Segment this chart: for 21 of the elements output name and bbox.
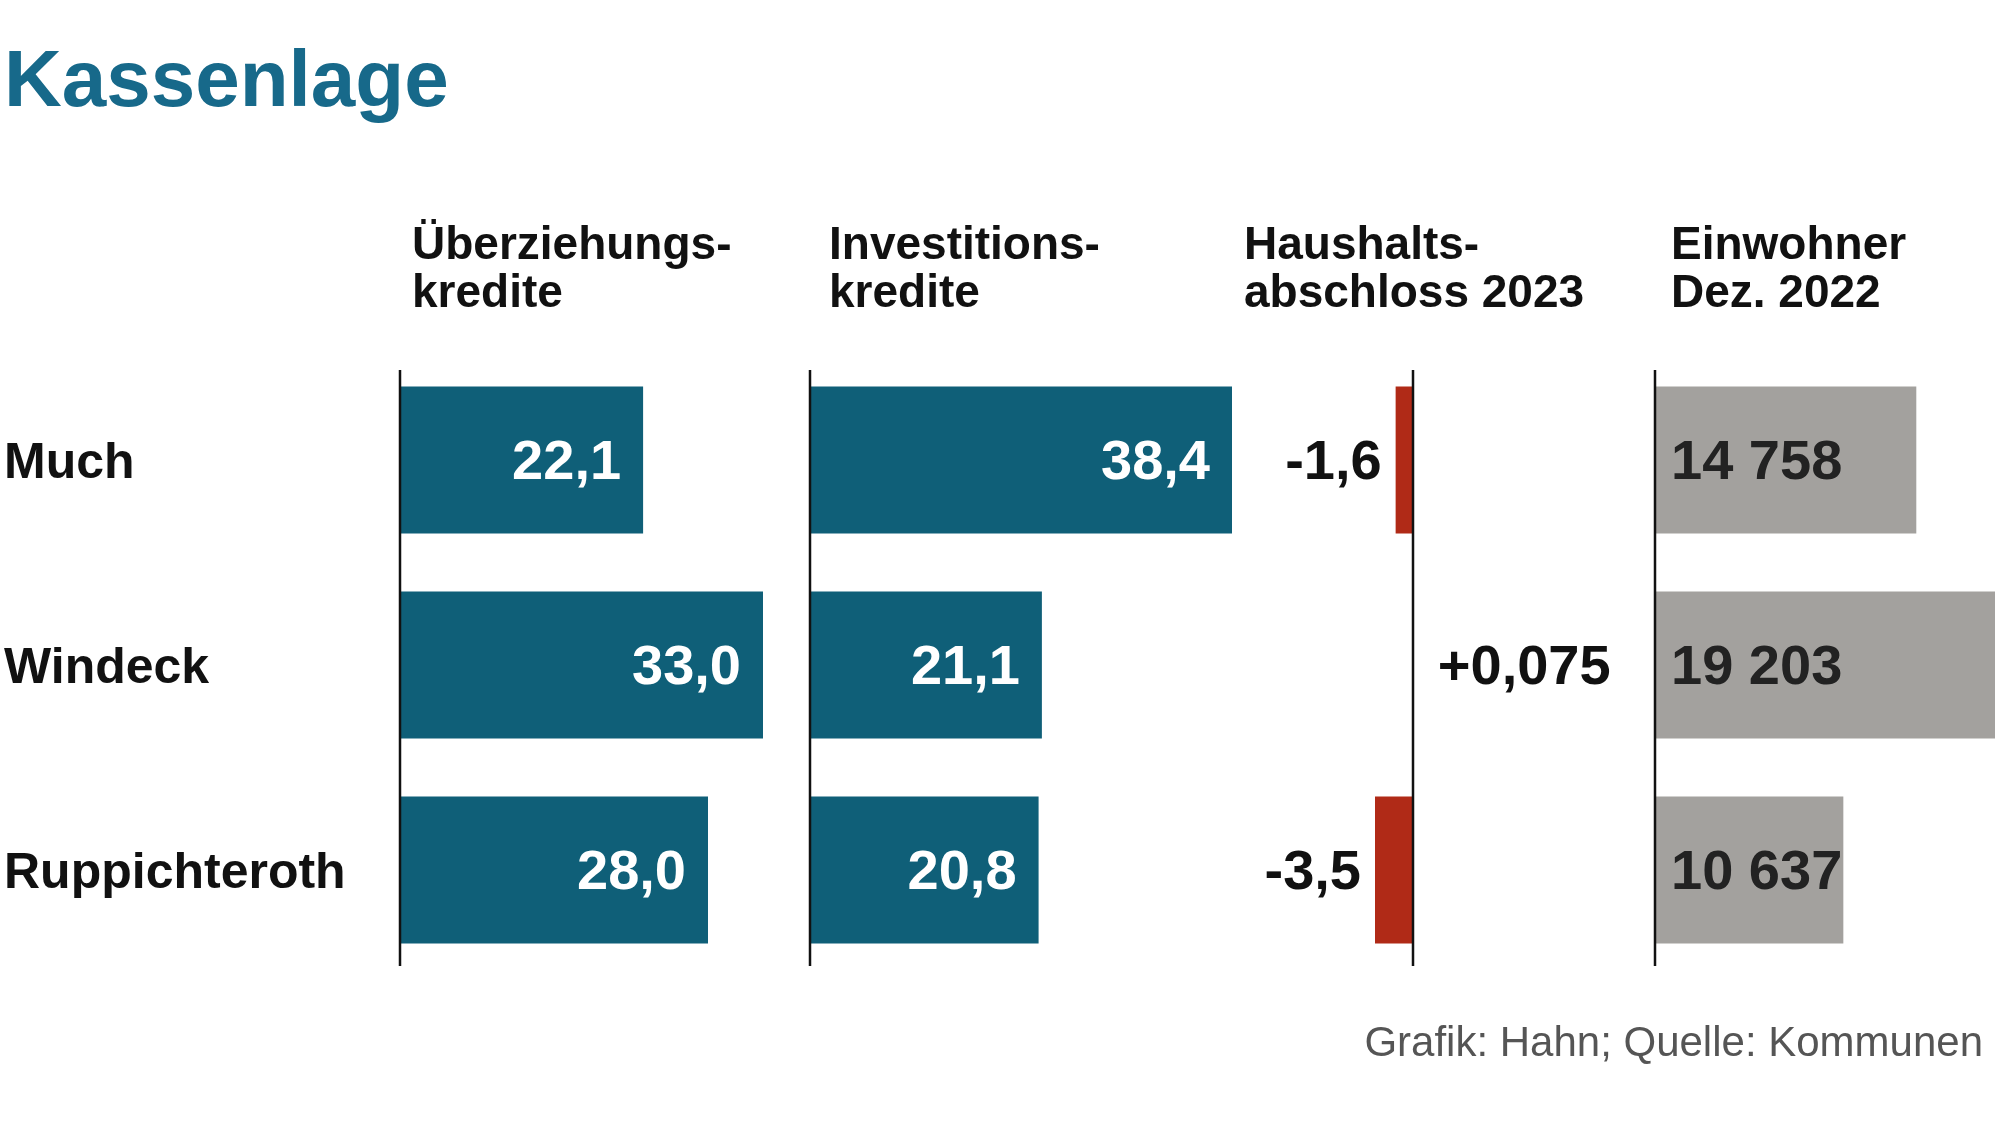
data-label: 21,1 <box>910 633 1020 696</box>
data-label: 22,1 <box>512 428 622 491</box>
data-label: +0,075 <box>1437 633 1611 696</box>
y-tick-label: Ruppichteroth <box>4 843 346 899</box>
chart-title: Kassenlage <box>4 34 449 123</box>
y-tick-label: Windeck <box>4 638 210 694</box>
data-label: 33,0 <box>632 633 741 696</box>
data-label: 19 203 <box>1671 633 1843 696</box>
data-label: 28,0 <box>577 838 686 901</box>
data-label: 38,4 <box>1101 428 1210 491</box>
chart-subtitle: Überziehungs- kredite <box>412 217 732 318</box>
chart-title: Investitions- kredite <box>829 217 1100 318</box>
data-label: -3,5 <box>1264 838 1361 901</box>
chart-title: Haushalts- abschloss 2023 <box>1244 217 1585 318</box>
chart-title: Einwohner Dez. 2022 <box>1671 217 1907 318</box>
text: Grafik: Hahn; Quelle: Kommunen <box>1364 1018 1983 1065</box>
data-label: 10 637 <box>1671 838 1843 901</box>
data-label: 20,8 <box>907 838 1017 901</box>
y-tick-label: Much <box>4 433 135 489</box>
data-label: 14 758 <box>1671 428 1843 491</box>
data-label: -1,6 <box>1285 428 1382 491</box>
